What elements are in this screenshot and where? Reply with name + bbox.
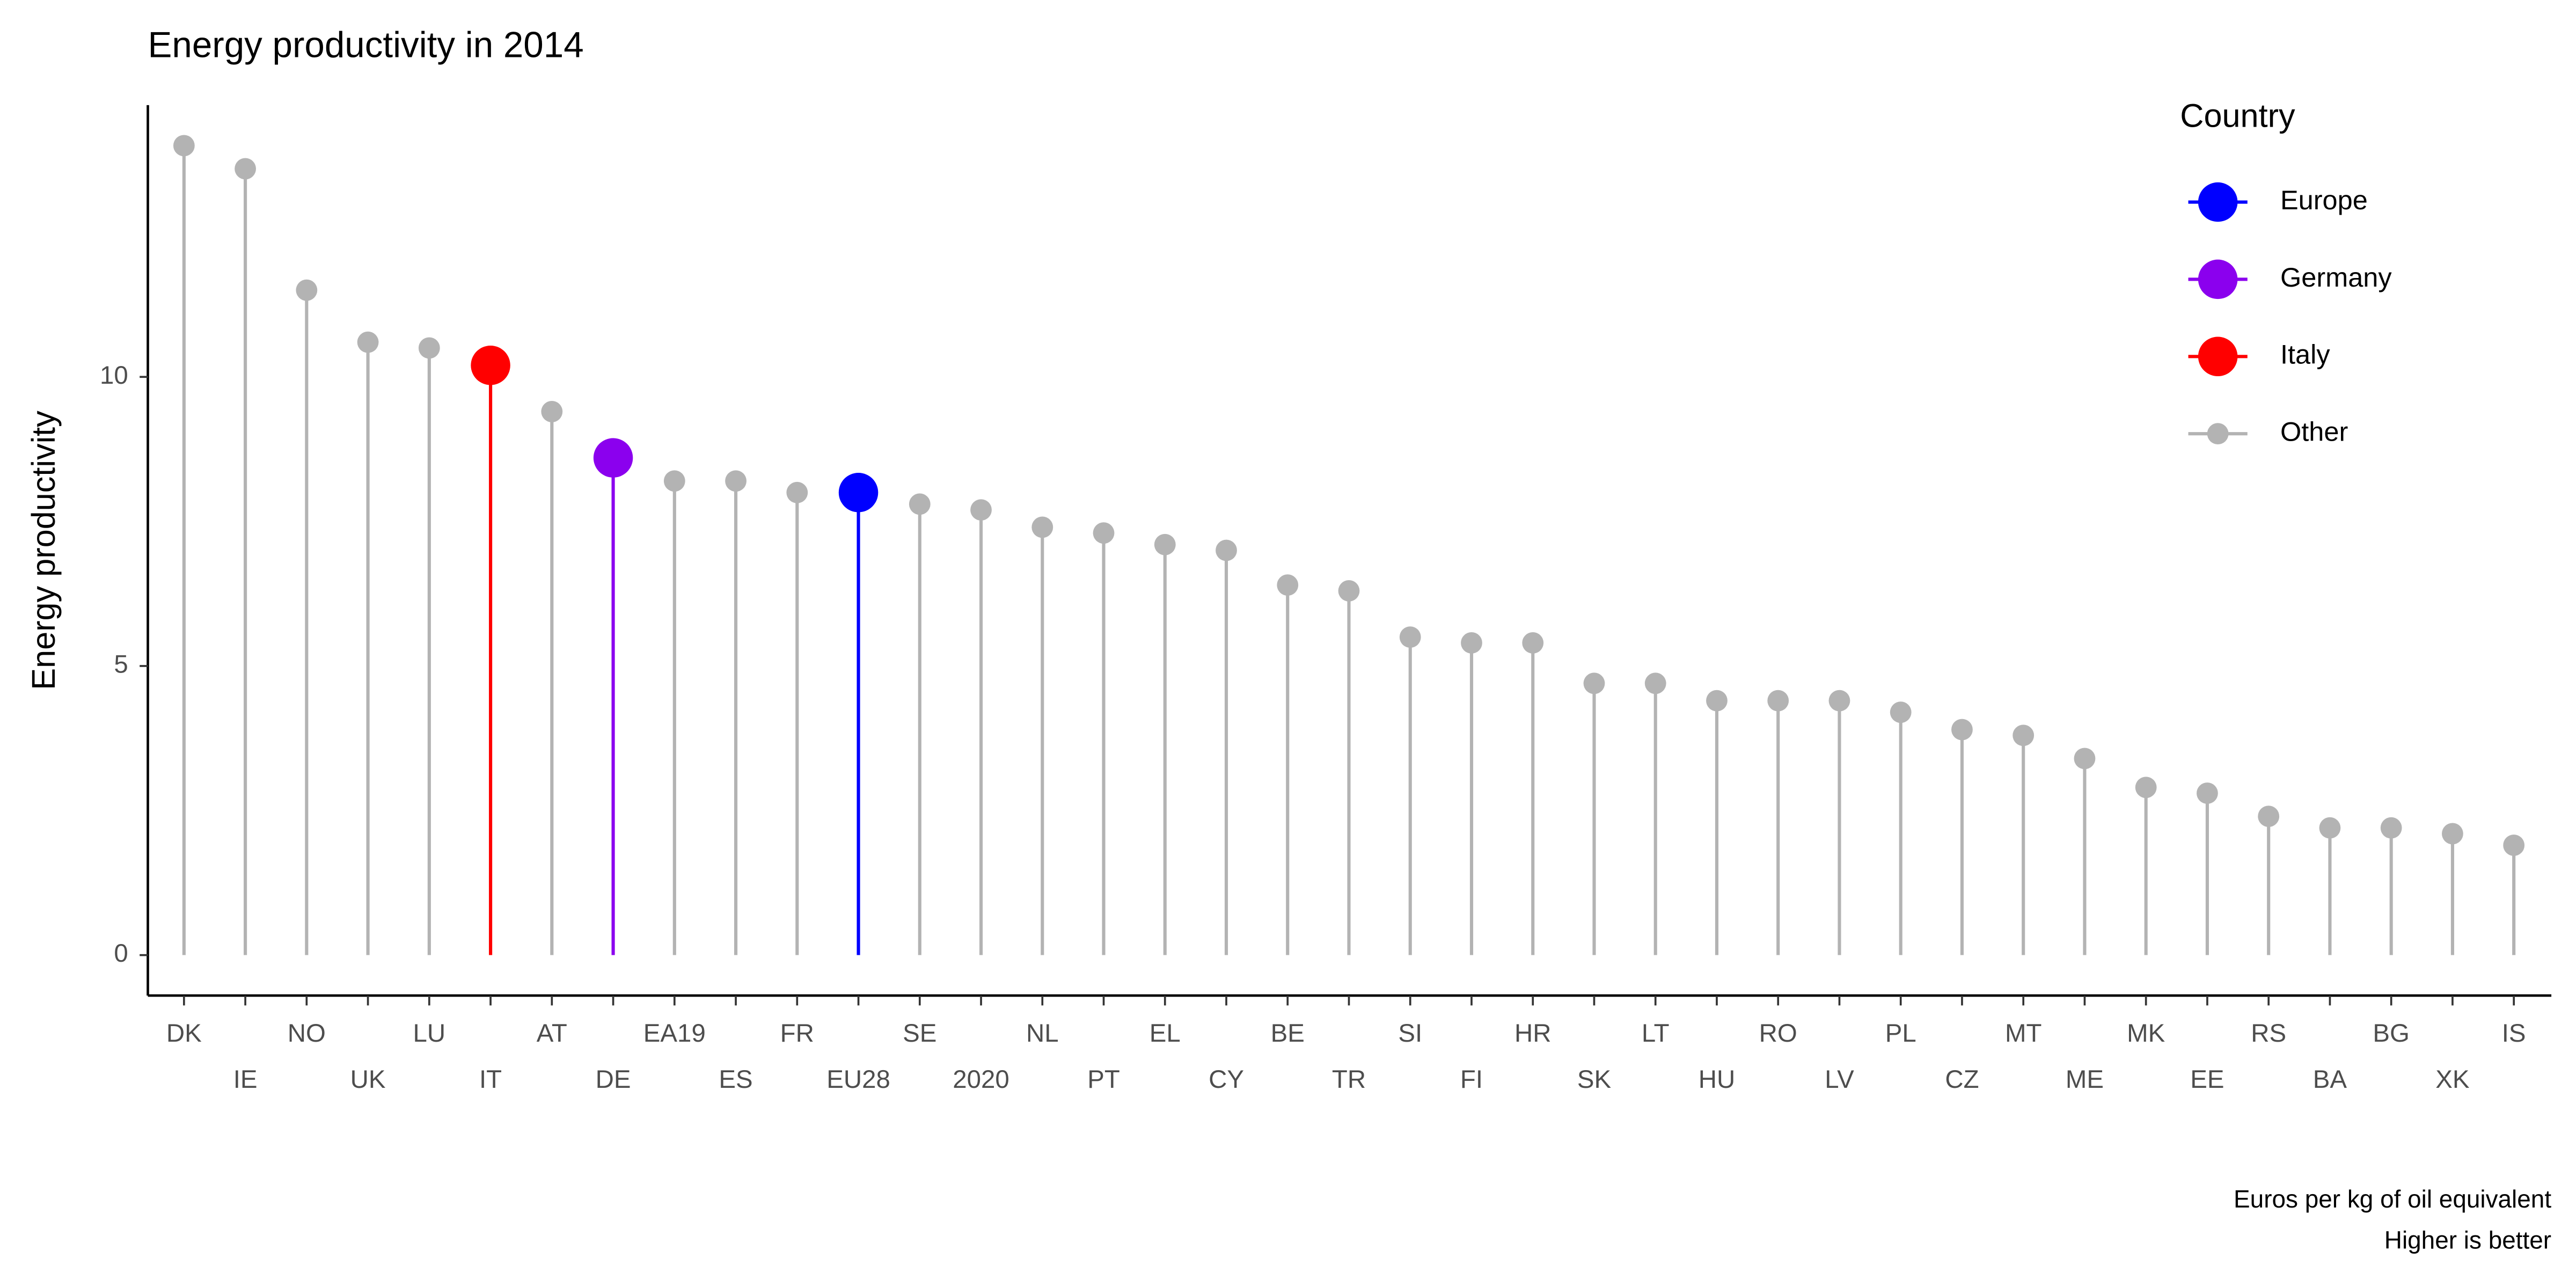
dot [1399,626,1421,648]
dot [2319,817,2341,839]
x-tick-label: NO [288,1019,326,1048]
dot [2258,806,2280,828]
dot [909,493,931,515]
x-tick-label: LU [413,1019,446,1048]
legend-label: Germany [2280,262,2392,292]
x-tick-label: NL [1026,1019,1059,1048]
dot [173,135,195,157]
x-tick-label: EU28 [826,1065,890,1094]
x-tick-label: SI [1398,1019,1422,1048]
dot [1890,701,1912,723]
x-tick-label: PT [1087,1065,1120,1094]
x-tick-label: XK [2435,1065,2470,1094]
legend-label: Italy [2280,339,2330,370]
legend-title: Country [2180,98,2295,134]
dot [786,481,808,503]
x-tick-label: BE [1271,1019,1305,1048]
x-tick-label: UK [350,1065,386,1094]
caption: Euros per kg of oil equivalent [2234,1185,2551,1213]
dot [1644,672,1666,694]
x-tick-label: LV [1825,1065,1854,1094]
x-tick-label: IS [2502,1019,2526,1048]
x-tick-label: PL [1885,1019,1916,1048]
dot [541,401,563,422]
dot [2074,748,2096,770]
x-tick-label: FI [1460,1065,1483,1094]
dot [1093,522,1115,544]
x-tick-label: MT [2005,1019,2042,1048]
dot [1031,516,1053,538]
dot [2503,835,2525,856]
dot [1706,690,1728,712]
y-axis-label: Energy productivity [25,411,62,690]
dot [725,470,747,492]
legend-dot [2198,182,2238,222]
x-tick-label: RS [2251,1019,2286,1048]
dot [1154,533,1176,555]
legend-dot [2207,423,2229,445]
caption: Higher is better [2384,1226,2551,1254]
dot [2135,777,2157,799]
legend-label: Other [2280,416,2348,447]
x-tick-label: 2020 [953,1065,1009,1094]
x-tick-label: HU [1699,1065,1736,1094]
legend-dot [2198,336,2238,377]
dot [1951,719,1973,741]
dot [2442,823,2463,845]
legend-dot [2198,259,2238,299]
dot [838,473,879,513]
dot [1216,539,1237,561]
dot [296,279,318,301]
dot [1828,690,1850,712]
dot [1338,580,1360,602]
x-tick-label: ES [719,1065,752,1094]
x-tick-label: ME [2066,1065,2104,1094]
dot [1767,690,1789,712]
y-tick-label: 0 [114,939,128,968]
legend-label: Europe [2280,185,2368,215]
x-tick-label: SE [903,1019,936,1048]
dot [1583,672,1605,694]
dot [418,337,440,359]
x-tick-label: IE [233,1065,258,1094]
x-tick-label: MK [2127,1019,2165,1048]
dot [1277,574,1299,596]
dot [2380,817,2402,839]
dot [970,499,992,521]
x-tick-label: EL [1150,1019,1181,1048]
dot [593,438,633,478]
x-tick-label: TR [1332,1065,1366,1094]
dot [2012,724,2035,747]
dot [357,331,379,353]
x-tick-label: RO [1759,1019,1797,1048]
x-tick-label: EA19 [643,1019,706,1048]
dot [235,158,257,180]
x-tick-label: IT [479,1065,502,1094]
x-tick-label: CY [1209,1065,1244,1094]
x-tick-label: DK [166,1019,202,1048]
x-tick-label: CZ [1945,1065,1979,1094]
x-tick-label: BA [2313,1065,2347,1094]
dot [2197,782,2218,804]
dot [1461,632,1482,654]
y-tick-label: 10 [100,361,128,390]
x-tick-label: EE [2190,1065,2224,1094]
dot [1522,632,1544,654]
dot [663,470,685,492]
x-tick-label: HR [1514,1019,1552,1048]
dot [471,346,510,385]
x-tick-label: AT [537,1019,567,1048]
chart-title: Energy productivity in 2014 [148,25,584,65]
x-tick-label: BG [2373,1019,2410,1048]
x-tick-label: LT [1642,1019,1670,1048]
y-tick-label: 5 [114,650,128,679]
x-tick-label: DE [596,1065,631,1094]
x-tick-label: FR [780,1019,814,1048]
x-tick-label: SK [1577,1065,1612,1094]
